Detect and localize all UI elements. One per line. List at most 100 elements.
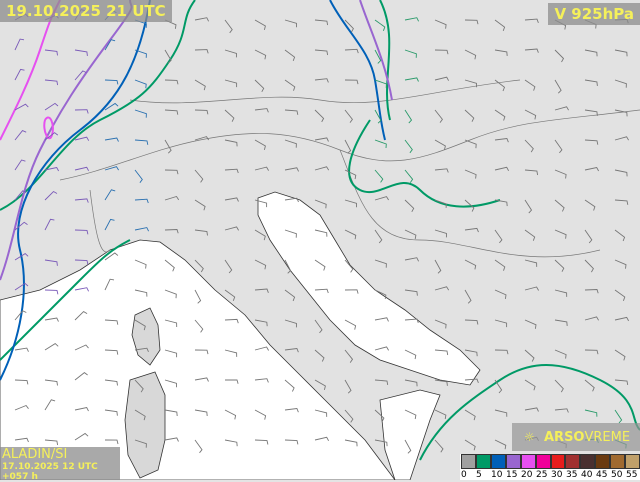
wind-barb (14, 38, 25, 51)
wind-barb (494, 259, 506, 271)
wind-barb (494, 166, 509, 172)
wind-barb (254, 288, 269, 293)
wind-barb (494, 199, 508, 207)
wind-barb (194, 319, 204, 333)
wind-barb (434, 349, 449, 356)
wind-barb (314, 436, 329, 442)
wind-barb (14, 190, 27, 201)
wind-barbs (14, 9, 629, 454)
wind-barb (524, 139, 534, 153)
wind-barb (44, 166, 59, 172)
legend-swatch (625, 454, 640, 469)
legend-swatch (490, 454, 506, 469)
wind-barb (404, 349, 417, 360)
wind-barb (434, 409, 447, 420)
wind-barb (524, 286, 539, 291)
wind-barb (164, 289, 177, 299)
wind-barb (164, 195, 180, 201)
wind-barb (344, 19, 354, 33)
wind-barb (44, 317, 59, 322)
wind-barb (554, 199, 565, 212)
wind-barb (164, 437, 179, 442)
wind-barb (524, 407, 539, 412)
wind-barb (404, 109, 413, 124)
wind-barb (494, 79, 506, 92)
wind-barb (524, 169, 539, 176)
wind-barb (74, 287, 90, 292)
wind-barb (194, 109, 209, 115)
wind-barb (494, 439, 507, 450)
wind-barb (494, 349, 509, 355)
wind-barb (44, 259, 58, 266)
wind-barb (164, 259, 175, 272)
wind-barb (554, 379, 564, 393)
wind-barb (494, 289, 507, 299)
wind-barb (344, 259, 354, 273)
wind-barb (464, 349, 478, 357)
valid-time-label: 19.10.2025 21 UTC (0, 0, 172, 22)
wind-barb (554, 139, 563, 154)
wind-barb (104, 379, 118, 386)
wind-barb (404, 17, 420, 22)
wind-barb (554, 49, 565, 63)
wind-barb (14, 103, 29, 111)
wind-barb (524, 199, 533, 214)
wind-barb (524, 109, 537, 120)
wind-barb (434, 286, 450, 291)
wind-barb (374, 49, 382, 64)
wind-barb (404, 229, 417, 240)
wind-barb (434, 76, 449, 81)
tyrrhenian-ligurian-sea (0, 239, 396, 480)
wind-barb (14, 379, 29, 385)
wind-barb (284, 348, 299, 353)
wind-barb (194, 439, 203, 454)
wind-barb (614, 349, 626, 361)
wind-barb (434, 139, 446, 151)
wind-barb (614, 79, 627, 88)
wind-barb (44, 379, 58, 386)
wind-barb (224, 259, 233, 274)
wind-barb (164, 109, 179, 115)
wind-barb (584, 79, 598, 86)
wind-barb (164, 349, 178, 358)
wind-barb (374, 169, 384, 183)
wind-barb (74, 432, 89, 441)
wind-barb (74, 166, 89, 172)
legend-swatch (550, 454, 566, 469)
wind-barb (344, 289, 359, 294)
wind-barb (344, 319, 357, 330)
wind-barb (554, 349, 567, 359)
wind-barb (284, 19, 297, 28)
wind-barb (554, 79, 562, 94)
wind-barb (314, 259, 326, 271)
wind-barb (74, 198, 89, 203)
wind-barb (194, 229, 208, 236)
wind-barb (464, 409, 476, 421)
wind-barb (74, 372, 88, 381)
wind-barb (584, 316, 599, 321)
wind-barb (524, 379, 536, 391)
wind-barb (44, 343, 59, 351)
wind-barb (194, 289, 202, 304)
wind-barb (104, 137, 119, 142)
wind-barb (284, 79, 296, 91)
wind-barb (524, 79, 536, 91)
wind-barb (314, 166, 330, 171)
wind-barb (524, 229, 536, 241)
wind-barb (254, 139, 266, 151)
wind-barb (134, 289, 148, 297)
wind-barb (494, 409, 508, 417)
wind-barb (314, 349, 325, 362)
wind-barb (284, 289, 296, 302)
sardinia (124, 371, 166, 479)
wind-barb (134, 109, 147, 118)
wind-barb (14, 437, 29, 443)
legend-swatch (580, 454, 596, 469)
wind-barb (74, 49, 88, 56)
legend-tick: 15 (506, 470, 518, 480)
wind-barb (554, 259, 565, 272)
wind-barb (284, 49, 296, 62)
wind-barb (44, 218, 55, 231)
wind-barb (374, 229, 383, 244)
